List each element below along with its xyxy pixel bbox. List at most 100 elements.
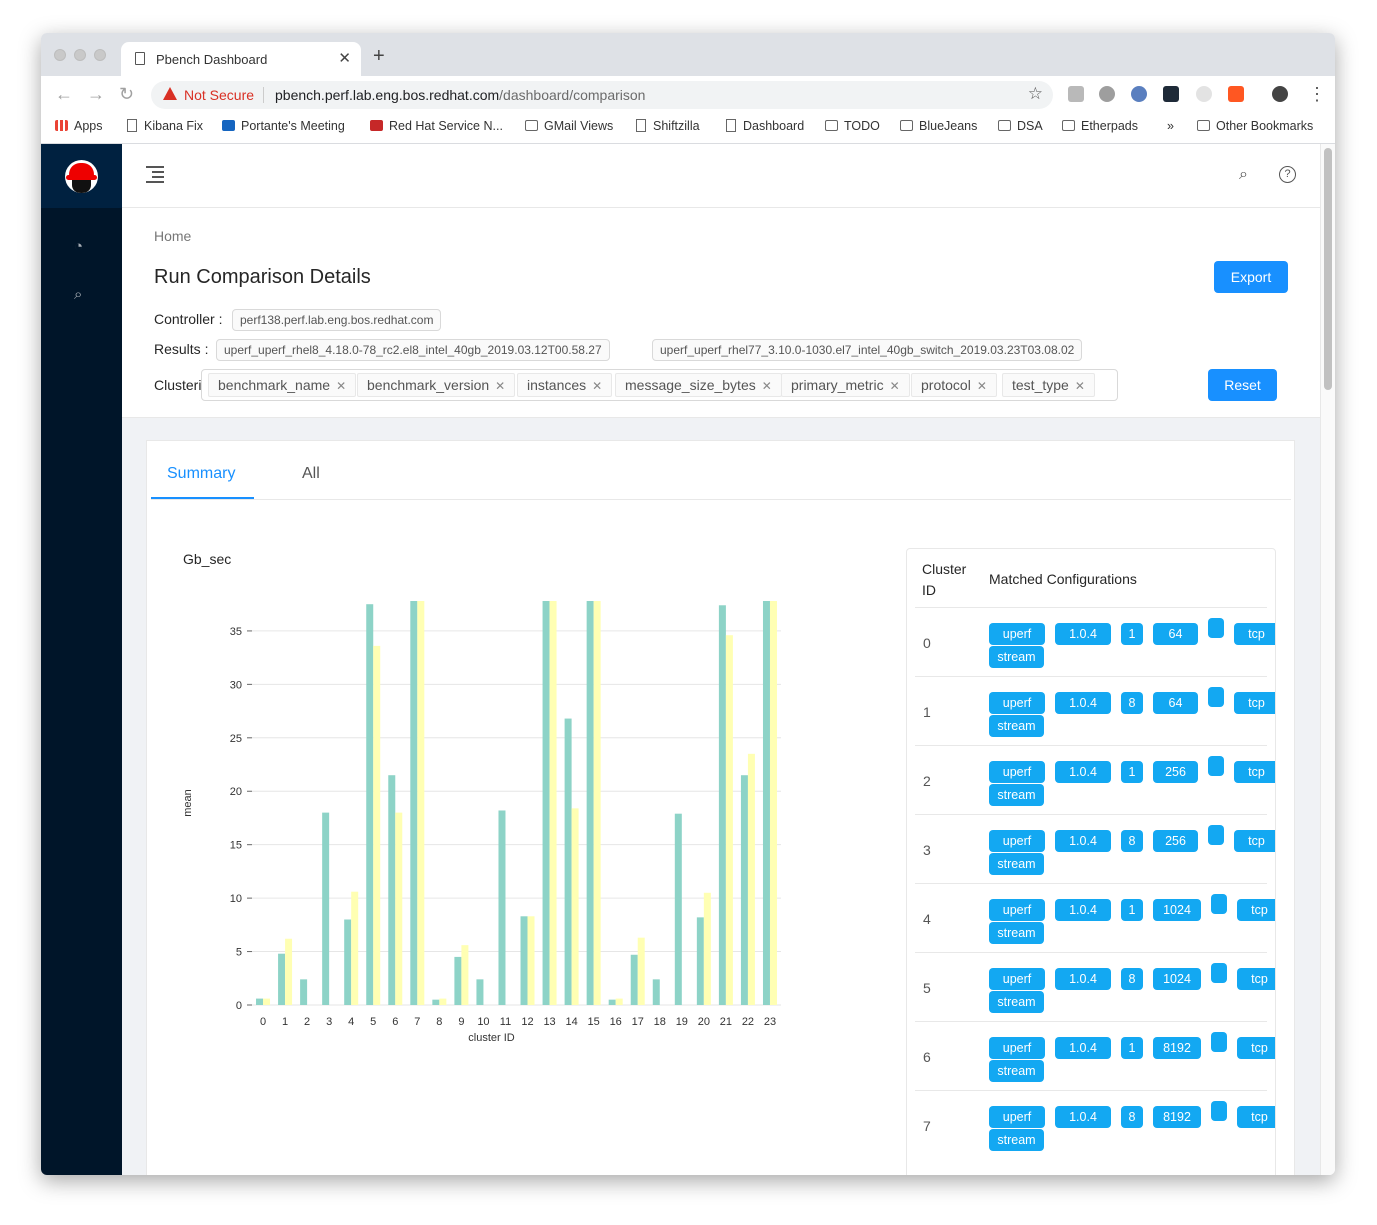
url-text[interactable]: pbench.perf.lab.eng.bos.redhat.com/dashb…: [275, 87, 646, 103]
browser-tab[interactable]: Pbench Dashboard ✕: [121, 42, 361, 76]
forward-button[interactable]: →: [87, 84, 105, 104]
extension-f-icon[interactable]: [1068, 86, 1084, 102]
bookmarks-overflow-button[interactable]: »: [1167, 119, 1174, 133]
config-badge: stream: [989, 922, 1044, 944]
extension-timer-icon[interactable]: [1196, 86, 1212, 102]
search-icon[interactable]: ⌕: [1239, 166, 1248, 183]
cluster-id-cell: 0: [923, 635, 931, 651]
bookmark-todo[interactable]: TODO: [825, 119, 880, 133]
config-badge: 8: [1121, 968, 1143, 990]
config-badge: [1211, 1101, 1227, 1121]
bookmark-red-hat-service[interactable]: Red Hat Service N...: [370, 119, 503, 133]
address-bar[interactable]: Not Secure pbench.perf.lab.eng.bos.redha…: [151, 81, 1053, 109]
bookmark-dsa[interactable]: DSA: [998, 119, 1043, 133]
bookmark-etherpads[interactable]: Etherpads: [1062, 119, 1138, 133]
bar: [593, 601, 601, 1005]
bar: [703, 892, 711, 1005]
scroll-thumb[interactable]: [1324, 148, 1332, 390]
extension-edge-icon[interactable]: [1131, 86, 1147, 102]
extension-off-icon[interactable]: [1228, 86, 1244, 102]
bookmark-portante-meeting[interactable]: Portante's Meeting: [222, 119, 345, 133]
remove-tag-icon[interactable]: ✕: [889, 379, 900, 393]
x-tick-label: 1: [282, 1016, 288, 1028]
clusters-table: Cluster ID Matched Configurations 0 uperf…: [906, 548, 1276, 1175]
remove-tag-icon[interactable]: ✕: [495, 379, 506, 393]
extension-react-icon[interactable]: [1163, 86, 1179, 102]
page-icon: [636, 119, 646, 132]
config-badge: tcp: [1234, 761, 1275, 783]
remove-tag-icon[interactable]: ✕: [1074, 379, 1085, 393]
warning-icon: [163, 87, 177, 100]
tab-summary[interactable]: Summary: [167, 465, 236, 482]
close-tab-icon[interactable]: ✕: [338, 50, 351, 67]
menu-fold-icon[interactable]: [146, 166, 164, 183]
cluster-id-cell: 7: [923, 1118, 931, 1134]
config-badge: 8: [1121, 692, 1143, 714]
config-badge: tcp: [1234, 692, 1275, 714]
bookmark-apps[interactable]: Apps: [55, 119, 103, 133]
reload-button[interactable]: ↻: [119, 84, 135, 104]
bookmark-shiftzilla[interactable]: Shiftzilla: [636, 119, 700, 133]
bookmark-kibana-fix[interactable]: Kibana Fix: [127, 119, 203, 133]
page-scrollbar[interactable]: [1320, 144, 1335, 1175]
breadcrumb[interactable]: Home: [154, 228, 192, 244]
config-badge: stream: [989, 853, 1044, 875]
comparison-card: Summary All Gb_sec 0 5 10 15 20 25 30 35 0 1 2 3 4 5 6…: [146, 440, 1295, 1175]
bar: [608, 999, 616, 1005]
sidebar: ◔ ⌕: [41, 144, 122, 1175]
x-tick-label: 11: [500, 1016, 511, 1028]
clustering-config-select[interactable]: benchmark_name ✕ benchmark_version ✕ insta…: [201, 369, 1118, 401]
bar: [439, 998, 447, 1005]
page-icon: [726, 119, 736, 132]
config-badge: 8192: [1153, 1106, 1201, 1128]
remove-tag-icon[interactable]: ✕: [761, 379, 772, 393]
bookmark-dashboard[interactable]: Dashboard: [726, 119, 804, 133]
servicenow-icon: [370, 120, 383, 131]
search-icon[interactable]: ⌕: [74, 286, 83, 303]
remove-tag-icon[interactable]: ✕: [336, 379, 347, 393]
x-tick-label: 20: [698, 1016, 710, 1028]
bookmark-bluejeans[interactable]: BlueJeans: [900, 119, 977, 133]
back-button[interactable]: ←: [55, 84, 73, 104]
y-tick-label: 30: [230, 679, 242, 691]
y-tick-label: 10: [230, 893, 242, 905]
bar: [300, 979, 308, 1005]
column-header-cluster-id: Cluster ID: [922, 561, 967, 598]
tab-all[interactable]: All: [302, 465, 320, 482]
config-badge: 8192: [1153, 1037, 1201, 1059]
config-badge: [1211, 1032, 1227, 1052]
top-header: ⌕ ?: [122, 144, 1320, 208]
config-badge: 1.0.4: [1055, 899, 1111, 921]
bar: [373, 645, 381, 1005]
bookmark-other-bookmarks[interactable]: Other Bookmarks: [1197, 119, 1313, 133]
export-button[interactable]: Export: [1214, 261, 1288, 293]
config-badge: tcp: [1237, 899, 1275, 921]
remove-tag-icon[interactable]: ✕: [592, 379, 603, 393]
redhat-logo: [65, 160, 98, 193]
maximize-window-button[interactable]: [94, 49, 106, 61]
folder-icon: [1062, 120, 1075, 131]
reset-button[interactable]: Reset: [1208, 369, 1277, 401]
remove-tag-icon[interactable]: ✕: [976, 379, 987, 393]
folder-icon: [525, 120, 538, 131]
browser-menu-icon[interactable]: ⋮: [1308, 84, 1326, 104]
dashboard-icon[interactable]: ◔: [74, 238, 84, 255]
config-badge: [1211, 963, 1227, 983]
not-secure-label: Not Secure: [184, 87, 255, 103]
minimize-window-button[interactable]: [74, 49, 86, 61]
new-tab-button[interactable]: +: [373, 45, 385, 67]
config-badge: stream: [989, 1129, 1044, 1151]
help-icon[interactable]: ?: [1279, 166, 1296, 183]
x-tick-label: 3: [326, 1016, 332, 1028]
profile-avatar-icon[interactable]: [1272, 86, 1288, 102]
bar: [630, 954, 638, 1005]
bar: [718, 605, 726, 1005]
bar: [366, 604, 374, 1005]
extension-circle-icon[interactable]: [1099, 86, 1115, 102]
page-title: Run Comparison Details: [154, 266, 371, 288]
bookmark-gmail-views[interactable]: GMail Views: [525, 119, 613, 133]
bookmark-star-icon[interactable]: ☆: [1027, 84, 1043, 103]
close-window-button[interactable]: [54, 49, 66, 61]
x-tick-label: 7: [414, 1016, 420, 1028]
config-badge: [1208, 618, 1224, 638]
